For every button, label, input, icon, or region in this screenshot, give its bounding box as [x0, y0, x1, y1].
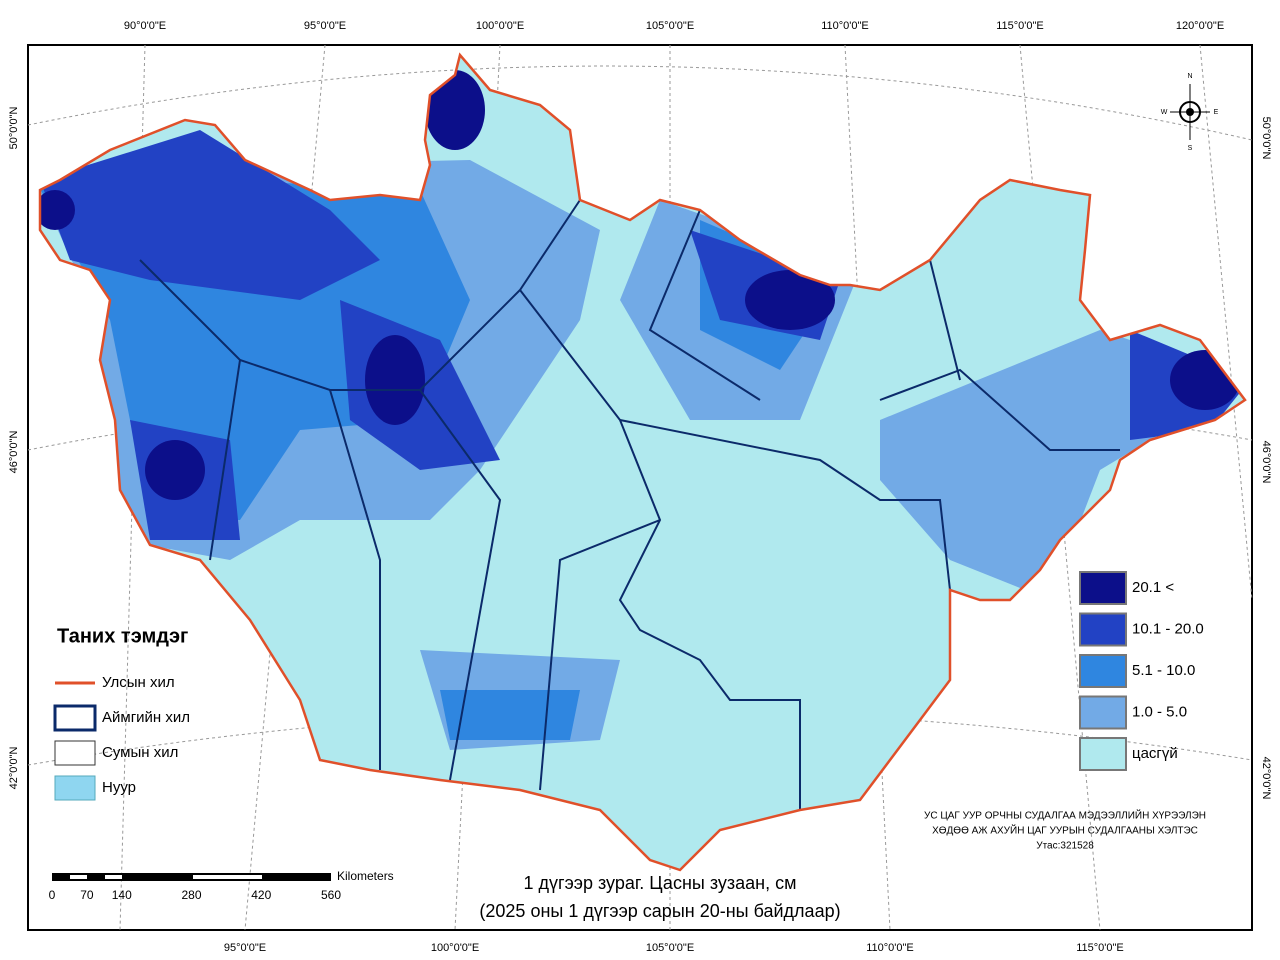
scale-tick-label: 0 — [49, 888, 56, 902]
compass-letter: W — [1161, 109, 1168, 116]
scale-tick-label: 420 — [251, 888, 271, 902]
longitude-label: 90°0'0"E — [124, 20, 166, 32]
longitude-label: 110°0'0"E — [866, 942, 914, 954]
compass-letter: N — [1187, 73, 1192, 80]
scale-unit: Kilometers — [337, 869, 394, 883]
snow-legend-label: цасгүй — [1132, 745, 1178, 762]
snow-legend-label: 5.1 - 10.0 — [1132, 662, 1195, 679]
snow-legend-label: 20.1 < — [1132, 579, 1174, 596]
longitude-label: 110°0'0"E — [821, 20, 869, 32]
latitude-label: 42°0'0"N — [1260, 757, 1272, 800]
legend-label: Сумын хил — [102, 744, 178, 761]
snow-legend-label: 10.1 - 20.0 — [1132, 620, 1204, 637]
scale-tick-label: 280 — [181, 888, 201, 902]
latitude-label: 46°0'0"N — [8, 431, 20, 474]
legend-title: Таних тэмдэг — [57, 625, 188, 647]
snow-legend-swatch — [1079, 571, 1127, 605]
credit-line: Утас:321528 — [1036, 841, 1094, 852]
longitude-label: 95°0'0"E — [224, 942, 266, 954]
map-title: 1 дүгээр зураг. Цасны зузаан, см — [524, 873, 797, 893]
scale-tick-label: 70 — [80, 888, 94, 902]
latitude-label: 50°0'0"N — [1260, 117, 1272, 160]
legend-symbols — [53, 681, 97, 801]
snow-legend-label: 1.0 - 5.0 — [1132, 703, 1187, 720]
latitude-label: 46°0'0"N — [1260, 441, 1272, 484]
longitude-label: 115°0'0"E — [996, 20, 1044, 32]
map-subtitle: (2025 оны 1 дүгээр сарын 20-ны байдлаар) — [479, 901, 840, 921]
scale-bar — [52, 873, 331, 881]
longitude-label: 100°0'0"E — [476, 20, 524, 32]
snow-legend-swatch — [1079, 737, 1127, 771]
latitude-label: 42°0'0"N — [8, 747, 20, 790]
province-borders — [139, 199, 1120, 810]
longitude-label: 105°0'0"E — [646, 942, 694, 954]
longitude-label: 115°0'0"E — [1076, 942, 1124, 954]
longitude-label: 100°0'0"E — [431, 942, 479, 954]
north-arrow — [1170, 84, 1210, 140]
compass-letter: E — [1214, 109, 1219, 116]
credit-line: ХӨДӨӨ АЖ АХУЙН ЦАГ УУРЫН СУДАЛГААНЫ ХЭЛТ… — [932, 824, 1198, 837]
legend-label: Улсын хил — [102, 674, 175, 691]
snow-legend-swatch — [1079, 654, 1127, 688]
snow-legend-swatch — [1079, 695, 1127, 730]
latitude-label: 50°0'0"N — [8, 107, 20, 150]
scale-tick-label: 560 — [321, 888, 341, 902]
snow-legend-swatch — [1079, 612, 1127, 647]
longitude-label: 95°0'0"E — [304, 20, 346, 32]
credit-line: УС ЦАГ УУР ОРЧНЫ СУДАЛГАА МЭДЭЭЛЛИЙН ХҮР… — [924, 809, 1206, 822]
longitude-label: 120°0'0"E — [1176, 20, 1224, 32]
compass-letter: S — [1188, 145, 1193, 152]
longitude-label: 105°0'0"E — [646, 20, 694, 32]
scale-tick-label: 140 — [112, 888, 132, 902]
legend-label: Нуур — [102, 779, 136, 796]
legend-label: Аймгийн хил — [102, 709, 190, 726]
